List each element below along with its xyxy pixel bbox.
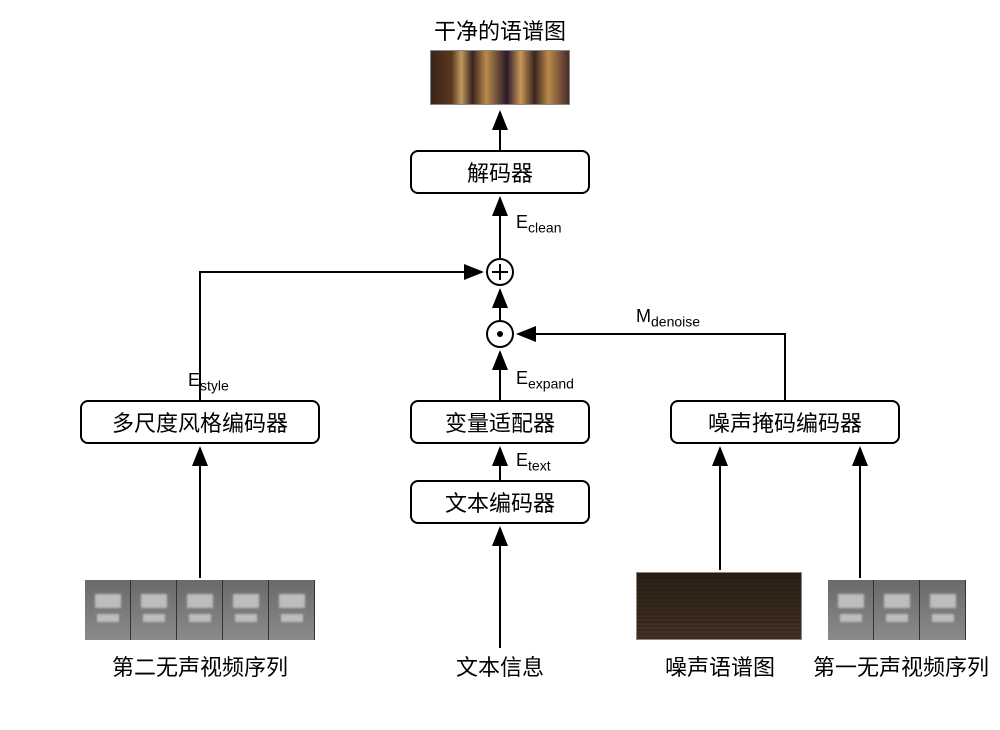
etext-sub: text: [528, 458, 551, 474]
mdenoise-m: M: [636, 306, 651, 326]
architecture-diagram: 干净的语谱图 解码器 Eclean Mdenoise Estyle Eexpan…: [0, 0, 1000, 730]
noise-mask-encoder-box: 噪声掩码编码器: [670, 400, 900, 444]
face-frame: [920, 580, 966, 640]
face-frame: [223, 580, 269, 640]
noise-spectrogram-image: [636, 572, 802, 640]
silent-video-sequence-1: [828, 580, 966, 640]
label-etext: Etext: [516, 450, 551, 474]
oplus-operator: [486, 258, 514, 286]
face-frame: [85, 580, 131, 640]
face-frame: [177, 580, 223, 640]
label-eclean: Eclean: [516, 212, 561, 236]
style-encoder-box: 多尺度风格编码器: [80, 400, 320, 444]
eclean-e: E: [516, 212, 528, 232]
text-encoder-box: 文本编码器: [410, 480, 590, 524]
decoder-box: 解码器: [410, 150, 590, 194]
face-frame: [131, 580, 177, 640]
plus-icon: [490, 262, 510, 282]
label-seq2: 第二无声视频序列: [90, 650, 310, 682]
label-noise-spectro: 噪声语谱图: [650, 650, 790, 682]
estyle-e: E: [188, 370, 200, 390]
face-frame: [828, 580, 874, 640]
face-frame: [269, 580, 315, 640]
eclean-sub: clean: [528, 220, 561, 236]
mdenoise-sub: denoise: [651, 314, 700, 330]
dot-icon: [494, 328, 506, 340]
face-frame: [874, 580, 920, 640]
etext-e: E: [516, 450, 528, 470]
clean-spectrogram-image: [430, 50, 570, 105]
eexpand-e: E: [516, 368, 528, 388]
label-mdenoise: Mdenoise: [636, 306, 700, 330]
label-estyle: Estyle: [188, 370, 229, 394]
variable-adapter-box: 变量适配器: [410, 400, 590, 444]
eexpand-sub: expand: [528, 376, 574, 392]
label-seq1: 第一无声视频序列: [806, 650, 996, 682]
label-text-info: 文本信息: [440, 650, 560, 682]
estyle-sub: style: [200, 378, 229, 394]
label-eexpand: Eexpand: [516, 368, 574, 392]
odot-operator: [486, 320, 514, 348]
silent-video-sequence-2: [85, 580, 315, 640]
clean-spectrogram-title: 干净的语谱图: [400, 14, 600, 46]
